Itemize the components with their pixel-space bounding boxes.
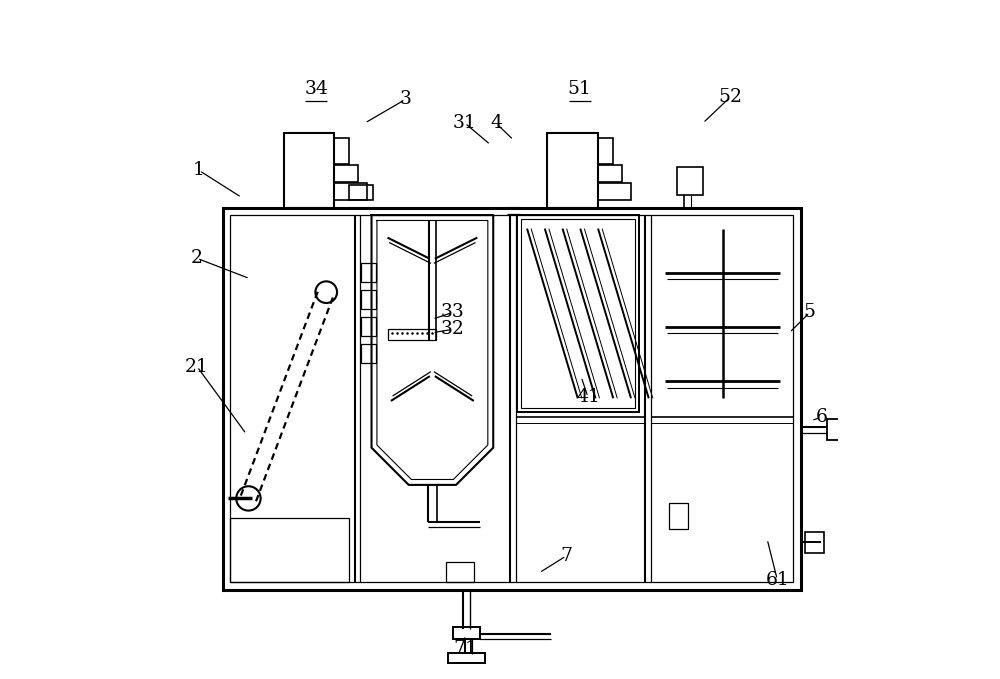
Bar [446, 562, 474, 583]
Bar [361, 317, 376, 336]
Text: 1: 1 [193, 162, 205, 179]
Bar [361, 290, 376, 309]
Bar [334, 183, 367, 200]
Text: 34: 34 [304, 80, 328, 98]
Text: 52: 52 [718, 88, 742, 107]
Text: 32: 32 [441, 320, 465, 338]
Bar [230, 518, 349, 583]
Text: 4: 4 [490, 114, 502, 132]
Bar [388, 329, 436, 340]
Text: 41: 41 [576, 388, 600, 406]
Bar [230, 215, 793, 583]
Bar [598, 183, 631, 200]
Bar [827, 420, 840, 439]
Text: 5: 5 [804, 304, 816, 321]
Bar [453, 627, 480, 639]
Text: 33: 33 [441, 304, 465, 321]
Bar [334, 165, 358, 182]
Bar [448, 653, 485, 663]
Bar [521, 219, 635, 408]
Bar [598, 165, 622, 182]
Bar [517, 215, 639, 412]
Text: 6: 6 [815, 408, 827, 426]
Text: 21: 21 [185, 358, 209, 375]
Bar [349, 185, 373, 200]
Bar [677, 167, 703, 196]
Bar [223, 208, 801, 589]
Bar [805, 532, 824, 553]
Text: 31: 31 [453, 114, 477, 132]
Bar [361, 344, 376, 363]
Text: 61: 61 [765, 570, 789, 589]
Text: 3: 3 [399, 90, 411, 109]
Bar [284, 133, 334, 208]
Bar [598, 138, 613, 164]
Bar [334, 138, 349, 164]
Bar [669, 503, 688, 529]
Bar [547, 133, 598, 208]
Bar [361, 263, 376, 282]
Text: 2: 2 [191, 249, 203, 268]
Text: 51: 51 [568, 80, 592, 98]
Text: 71: 71 [453, 640, 477, 658]
Text: 7: 7 [560, 547, 572, 565]
